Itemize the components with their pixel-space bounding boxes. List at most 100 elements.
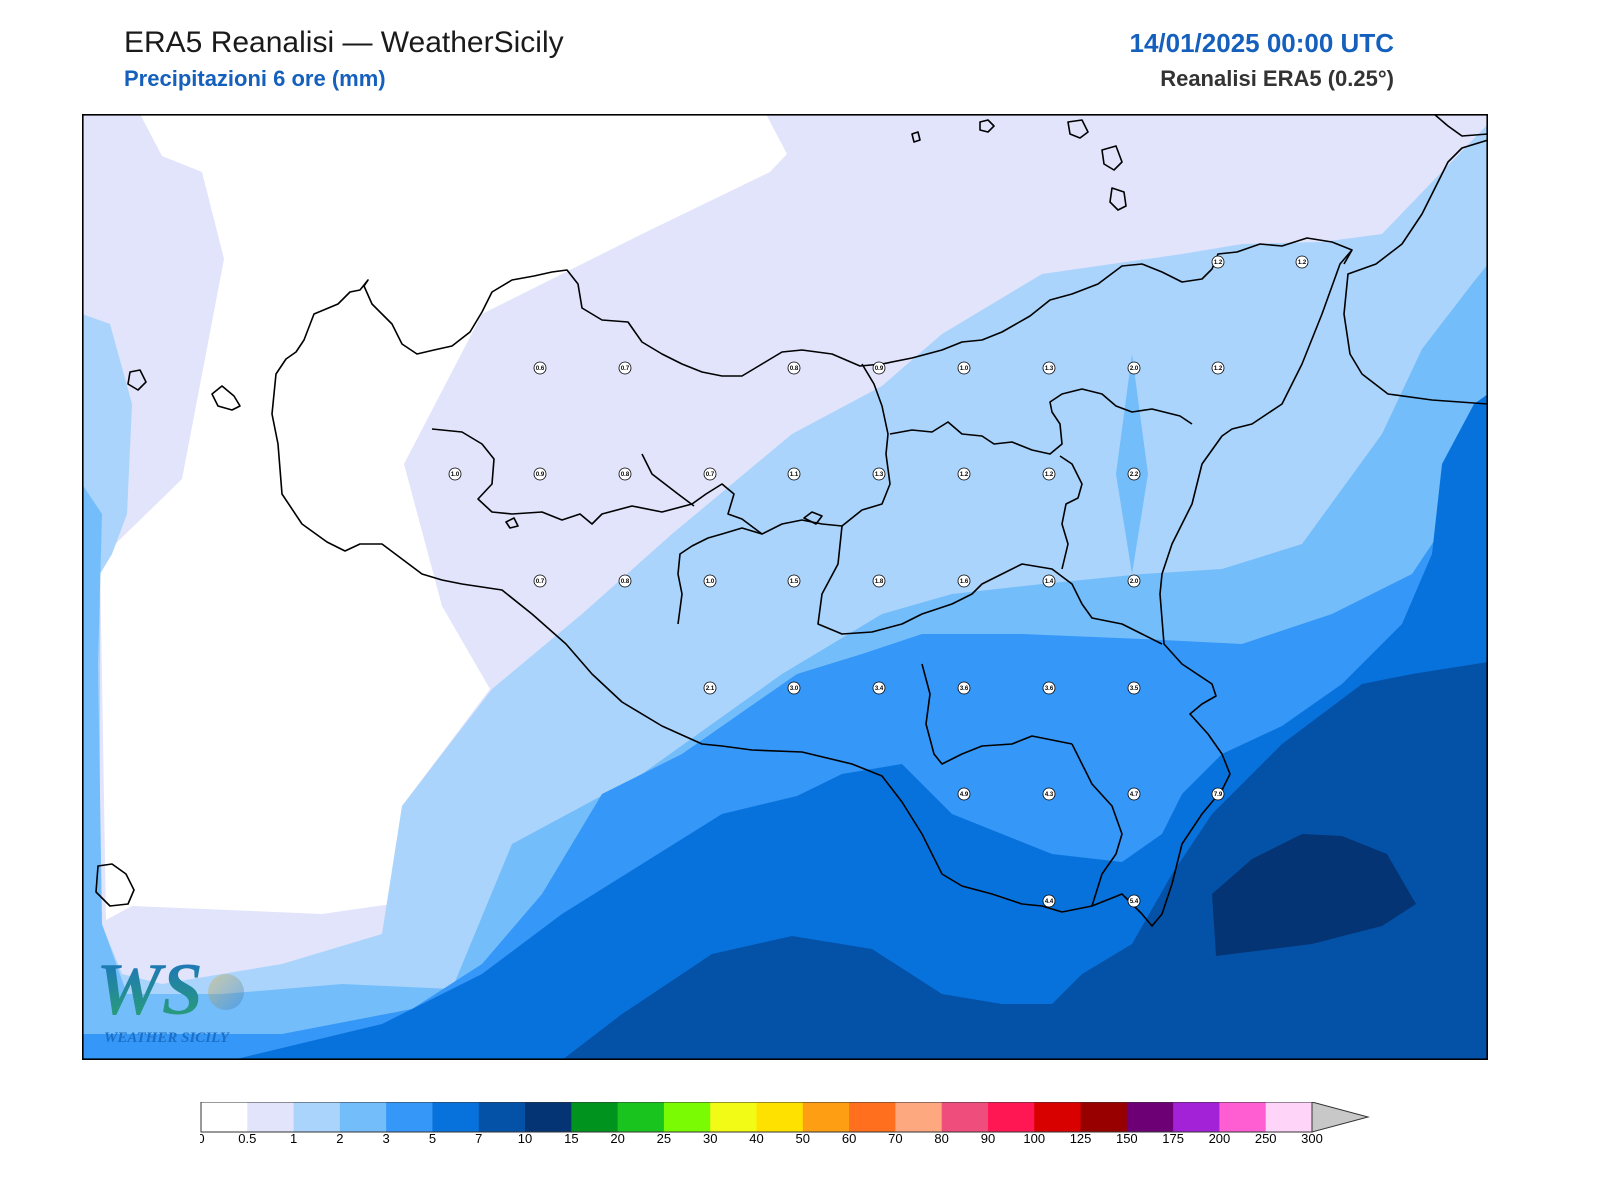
colorbar-swatch [663, 1102, 711, 1132]
colorbar-swatch [432, 1102, 480, 1132]
colorbar-swatch [802, 1102, 850, 1132]
colorbar-swatch [478, 1102, 526, 1132]
colorbar-frame [200, 1102, 1313, 1133]
colorbar-tick-label: 80 [934, 1131, 948, 1146]
colorbar-tick-label: 30 [703, 1131, 717, 1146]
colorbar-tick-label: 250 [1255, 1131, 1277, 1146]
station-marker: 0.6 [533, 361, 547, 375]
station-value: 0.6 [536, 366, 545, 372]
colorbar-tick-label: 300 [1301, 1131, 1323, 1146]
colorbar-extend-arrow [1311, 1102, 1370, 1133]
station-value: 4.4 [1045, 899, 1054, 905]
station-value: 3.6 [1045, 686, 1054, 692]
colorbar-swatch [1126, 1102, 1174, 1132]
colorbar-swatch [756, 1102, 804, 1132]
colorbar-tick-label: 70 [888, 1131, 902, 1146]
station-value: 1.3 [1045, 366, 1054, 372]
station-value: 2.1 [706, 686, 715, 692]
station-value: 1.2 [1298, 260, 1307, 266]
colorbar-tick-label: 60 [842, 1131, 856, 1146]
map-frame [82, 114, 1488, 1060]
station-marker: 2.0 [1127, 361, 1141, 375]
station-value: 1.4 [1045, 579, 1054, 585]
station-marker: 2.0 [1127, 574, 1141, 588]
station-value: 3.0 [790, 686, 799, 692]
colorbar-tick-label: 125 [1070, 1131, 1092, 1146]
station-marker: 2.2 [1127, 467, 1141, 481]
colorbar-swatch [895, 1102, 943, 1132]
station-value: 0.7 [621, 366, 630, 372]
colorbar-swatch [247, 1102, 295, 1132]
station-marker: 1.6 [957, 574, 971, 588]
colorbar-swatch [941, 1102, 989, 1132]
station-marker: 3.0 [787, 681, 801, 695]
station-value: 1.0 [706, 579, 715, 585]
colorbar-tick-label: 15 [564, 1131, 578, 1146]
station-marker: 1.3 [872, 467, 886, 481]
colorbar-swatch [1080, 1102, 1128, 1132]
colorbar-tick-label: 20 [610, 1131, 624, 1146]
station-marker: 1.2 [1042, 467, 1056, 481]
colorbar-tick-label: 0 [200, 1131, 205, 1146]
station-value: 1.3 [875, 472, 884, 478]
colorbar-tick-label: 90 [981, 1131, 995, 1146]
station-marker: 7.9 [1211, 787, 1225, 801]
colorbar-tick-label: 150 [1116, 1131, 1138, 1146]
colorbar-swatch [849, 1102, 896, 1132]
page-title: ERA5 Reanalisi — WeatherSicily [124, 26, 564, 59]
colorbar-swatch [1173, 1102, 1220, 1132]
station-marker: 1.2 [957, 467, 971, 481]
station-value: 5.4 [1130, 899, 1139, 905]
station-marker: 3.5 [1127, 681, 1141, 695]
station-marker: 4.4 [1042, 894, 1056, 908]
colorbar-tick-label: 7 [475, 1131, 482, 1146]
station-marker: 0.9 [872, 361, 886, 375]
station-marker: 1.2 [1211, 255, 1225, 269]
station-marker: 3.4 [872, 681, 886, 695]
station-marker: 1.0 [448, 467, 462, 481]
station-value: 4.3 [1045, 792, 1054, 798]
logo-ws-letters: WS [96, 949, 203, 1031]
colorbar-tick-label: 40 [749, 1131, 763, 1146]
station-value: 1.8 [875, 579, 884, 585]
station-value: 1.0 [960, 366, 969, 372]
colorbar-swatch [1034, 1102, 1082, 1132]
station-marker: 1.4 [1042, 574, 1056, 588]
station-value: 1.6 [960, 579, 969, 585]
station-value: 0.9 [875, 366, 884, 372]
logo-brand-text: WEATHER SICILY [104, 1030, 231, 1046]
station-marker: 4.9 [957, 787, 971, 801]
station-marker: 0.8 [618, 574, 632, 588]
precipitation-map: 0.6 0.7 0.8 0.9 1.0 1.3 2.0 1.2 1.0 0.9 0.8 0.7 1.1 1… [82, 114, 1488, 1060]
station-value: 2.0 [1130, 366, 1139, 372]
station-marker: 1.2 [1211, 361, 1225, 375]
station-value: 3.4 [875, 686, 884, 692]
colorbar-tick-label: 25 [657, 1131, 671, 1146]
station-marker: 1.3 [1042, 361, 1056, 375]
colorbar-tick-label: 50 [796, 1131, 810, 1146]
station-marker: 1.0 [703, 574, 717, 588]
station-marker: 4.7 [1127, 787, 1141, 801]
colorbar-swatch [987, 1102, 1035, 1132]
station-value: 0.8 [621, 579, 630, 585]
colorbar-tick-label: 0.5 [238, 1131, 256, 1146]
station-value: 3.6 [960, 686, 969, 692]
station-marker: 0.7 [703, 467, 717, 481]
station-markers: 0.6 0.7 0.8 0.9 1.0 1.3 2.0 1.2 1.0 0.9 0.8 0.7 1.1 1… [448, 255, 1309, 908]
precipitation-fill [82, 114, 1488, 1060]
colorbar-swatch [339, 1102, 387, 1132]
valid-datetime: 14/01/2025 00:00 UTC [1129, 28, 1394, 58]
colorbar-tick-label: 1 [290, 1131, 297, 1146]
colorbar-swatch [525, 1102, 572, 1132]
colorbar-swatch [201, 1102, 248, 1132]
colorbar-swatch [571, 1102, 619, 1132]
colorbar-tick-label: 100 [1023, 1131, 1045, 1146]
data-source: Reanalisi ERA5 (0.25°) [1160, 66, 1394, 91]
station-marker: 1.8 [872, 574, 886, 588]
colorbar-swatch [1219, 1102, 1267, 1132]
colorbar-tick-label: 175 [1162, 1131, 1184, 1146]
station-marker: 5.4 [1127, 894, 1141, 908]
station-value: 1.2 [1214, 260, 1223, 266]
station-marker: 0.7 [618, 361, 632, 375]
station-value: 7.9 [1214, 792, 1223, 798]
